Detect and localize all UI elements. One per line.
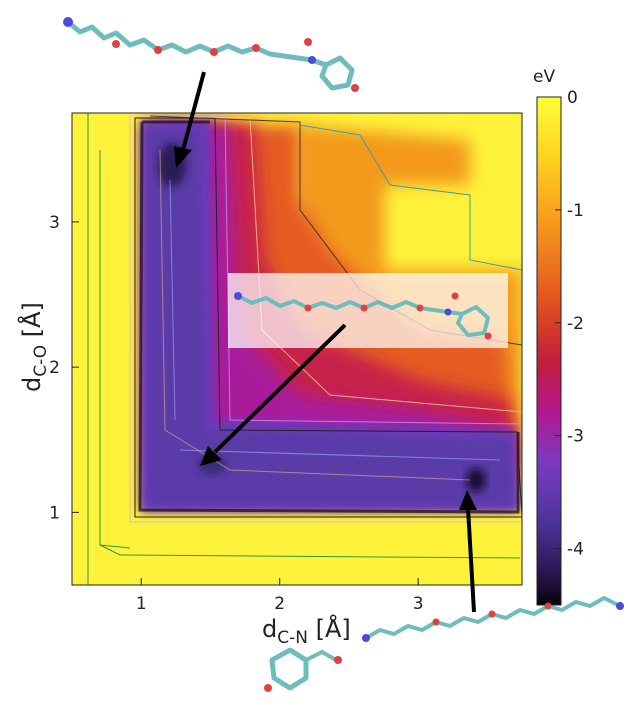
molecule-structure-top bbox=[63, 17, 359, 92]
colorbar-tick-label: -1 bbox=[567, 201, 584, 221]
colorbar bbox=[536, 96, 562, 606]
plot-frame bbox=[71, 112, 523, 586]
energy-surface bbox=[72, 113, 522, 585]
x-tick-label: 2 bbox=[274, 594, 285, 614]
colorbar-tick-label: -2 bbox=[567, 314, 584, 334]
y-tick-label: 3 bbox=[49, 213, 60, 233]
x-axis-label: dC-N [Å] bbox=[262, 614, 351, 648]
inset-panel bbox=[228, 273, 508, 348]
y-axis-label: dC-O [Å] bbox=[17, 302, 51, 392]
x-axis-ticks: 1 2 3 bbox=[136, 578, 424, 614]
colorbar-tick-label: -4 bbox=[567, 540, 584, 560]
y-axis-ticks: 1 2 3 bbox=[49, 213, 79, 523]
colorbar-tick-label: 0 bbox=[567, 88, 578, 108]
y-tick-label: 1 bbox=[49, 503, 60, 523]
x-tick-label: 1 bbox=[136, 594, 147, 614]
y-tick-label: 2 bbox=[49, 358, 60, 378]
arrow-to-minimum-2 bbox=[200, 323, 347, 466]
colorbar-label: eV bbox=[533, 67, 555, 87]
arrow-to-minimum-1 bbox=[174, 71, 206, 168]
molecule-structure-middle bbox=[234, 292, 492, 340]
colorbar-tick-label: -3 bbox=[567, 427, 584, 447]
molecule-structure-bottom bbox=[264, 596, 624, 692]
x-tick-label: 3 bbox=[413, 594, 424, 614]
colorbar-ticks: 0 -1 -2 -3 -4 bbox=[555, 88, 584, 560]
arrow-to-minimum-3 bbox=[459, 490, 477, 613]
